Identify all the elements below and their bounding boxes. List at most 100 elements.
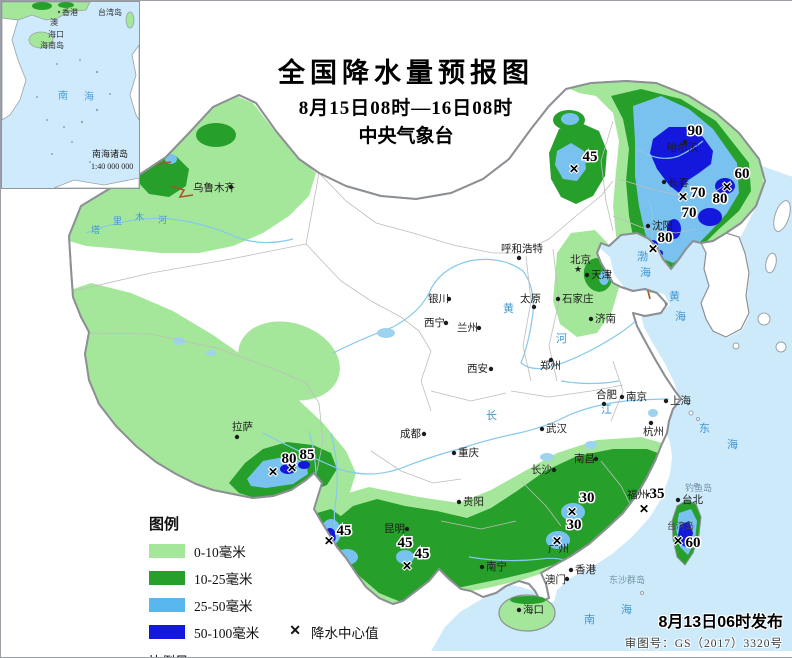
agency-name: 中央气象台 xyxy=(358,121,453,148)
sea-label: 海 xyxy=(640,265,651,279)
city-label: 天津 xyxy=(591,269,612,281)
city-label: 银川 xyxy=(428,292,449,305)
legend-swatch xyxy=(149,571,185,585)
city-label: 香港 xyxy=(575,564,596,576)
city-label: 海口 xyxy=(523,603,544,616)
city-dot xyxy=(457,500,461,504)
sea-label: 东沙群岛 xyxy=(609,574,645,585)
city-label: 南京 xyxy=(626,390,647,403)
sea-label: 河 xyxy=(556,332,567,345)
release-info: 8月13日06时发布 审图号：GS（2017）3320号 xyxy=(625,608,783,651)
city-dot xyxy=(532,305,536,309)
sea-label: 河 xyxy=(158,214,167,225)
city-label: 石家庄 xyxy=(562,292,594,305)
release-time: 8月13日06时发布 xyxy=(625,608,783,632)
legend-range-label: 10-25毫米 xyxy=(194,568,253,588)
city-label: 武汉 xyxy=(546,422,567,435)
legend-swatch xyxy=(149,598,185,612)
city-label: 济南 xyxy=(595,312,616,325)
city-label: 长沙 xyxy=(531,464,552,476)
city-label: 郑州 xyxy=(540,359,561,372)
precip-center-mark: ✕ xyxy=(639,502,649,516)
precip-value-label: 80 xyxy=(658,230,673,246)
map-scale: 比例尺1:20 000 000 xyxy=(149,651,378,658)
precip-value-label: 60 xyxy=(735,166,750,182)
city-dot xyxy=(452,451,456,455)
city-label: 北京 xyxy=(570,253,591,266)
sea-label: 钓鱼岛 xyxy=(685,482,712,493)
city-dot xyxy=(556,297,560,301)
sea-label: 南 xyxy=(584,613,595,626)
city-label: 合肥 xyxy=(596,388,617,401)
precip-center-mark: ✕ xyxy=(402,559,412,573)
sea-label: 台湾岛 xyxy=(667,520,694,531)
inset-sea xyxy=(2,2,139,188)
legend-title: 图例 xyxy=(149,513,378,534)
legend: 图例 0-10毫米 10-25毫米 25-50毫米 50-100毫米 ✕ 降水中心值 比例… xyxy=(149,513,378,658)
map-subtitle: 8月15日08时—16日08时 xyxy=(299,93,514,120)
city-label: 兰州 xyxy=(457,321,478,334)
city-dot xyxy=(662,180,666,184)
legend-range-label: 25-50毫米 xyxy=(194,595,253,615)
inset-label: 澳 xyxy=(50,17,58,27)
legend-range-label: 50-100毫米 xyxy=(194,622,259,642)
sea-label: 渤 xyxy=(637,250,648,263)
city-dot xyxy=(235,435,239,439)
center-marker-icon: ✕ xyxy=(289,623,301,640)
city-label: 南宁 xyxy=(486,560,507,573)
city-dot xyxy=(676,498,680,502)
precip-value-label: 70 xyxy=(682,205,697,221)
sea-label: 塔 xyxy=(91,224,100,235)
city-label: 南昌 xyxy=(574,452,595,465)
legend-row: 0-10毫米 xyxy=(149,543,378,558)
sea-label: 海 xyxy=(727,437,738,451)
precip-center-mark: ✕ xyxy=(567,505,577,519)
city-label: 乌鲁木齐 xyxy=(193,181,235,194)
precip-value-label: 90 xyxy=(688,123,703,139)
city-dot xyxy=(585,273,589,277)
precip-center-mark: ✕ xyxy=(673,534,683,548)
inset-label: 香港 xyxy=(62,7,78,17)
city-label: 长春 xyxy=(668,177,689,189)
city-label: 太原 xyxy=(520,292,541,305)
city-label: 西安 xyxy=(467,362,488,375)
city-dot xyxy=(602,402,606,406)
center-marker-label: 降水中心值 xyxy=(311,622,379,642)
precip-value-label: 45 xyxy=(583,149,598,165)
city-dot xyxy=(552,468,556,472)
precip-center-mark: ✕ xyxy=(648,242,658,256)
precip-value-label: 35 xyxy=(650,486,665,502)
city-dot xyxy=(649,421,653,425)
precip-value-label: 70 xyxy=(691,185,706,201)
city-label: 成都 xyxy=(400,428,421,440)
legend-swatch xyxy=(149,625,185,639)
precip-value-label: 45 xyxy=(415,546,430,562)
city-dot xyxy=(620,395,624,399)
sea-label: 里 xyxy=(113,216,122,226)
approval-number: 审图号：GS（2017）3320号 xyxy=(625,635,783,651)
city-dot xyxy=(589,317,593,321)
precip-center-mark: ✕ xyxy=(722,180,732,194)
legend-row: 25-50毫米 xyxy=(149,597,378,612)
map-title: 全国降水量预报图 xyxy=(278,51,534,90)
sea-label: 黄 xyxy=(669,289,680,303)
city-dot xyxy=(517,256,521,260)
city-dot xyxy=(405,527,409,531)
legend-rows: 0-10毫米 10-25毫米 25-50毫米 50-100毫米 ✕ 降水中心值 xyxy=(149,543,378,639)
city-label: 拉萨 xyxy=(232,420,253,433)
city-dot xyxy=(480,565,484,569)
city-label: 哈尔滨 xyxy=(667,141,699,154)
inset-label: 南 xyxy=(58,89,68,102)
precip-center-mark: ✕ xyxy=(678,190,688,204)
legend-row: 10-25毫米 xyxy=(149,570,378,585)
precip-value-label: 30 xyxy=(567,517,582,533)
precip-center-mark: ✕ xyxy=(287,461,297,475)
sea-label: 木 xyxy=(135,211,144,222)
city-dot xyxy=(664,399,668,403)
city-dot xyxy=(517,608,521,612)
scale-value: 1:20 000 000 xyxy=(202,654,283,658)
city-dot xyxy=(540,427,544,431)
inset-label: 台湾岛 xyxy=(98,7,122,17)
inset-label: 海口 xyxy=(48,29,64,39)
